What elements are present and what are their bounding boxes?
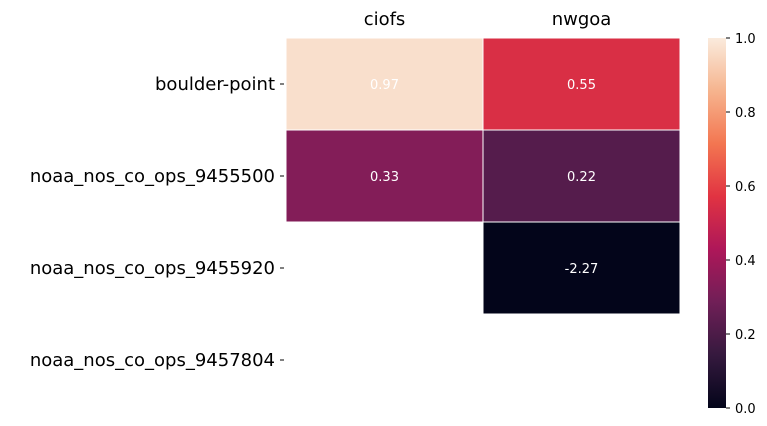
row-label: noaa_nos_co_ops_9455920: [30, 258, 275, 279]
heatmap-cell: [285, 37, 484, 131]
column-labels: ciofs nwgoa: [364, 9, 612, 30]
column-label: ciofs: [364, 9, 406, 30]
heatmap-cell: [285, 129, 484, 223]
row-labels: boulder-point noaa_nos_co_ops_9455500noaa…: [30, 74, 284, 371]
cell-value-label: 0.22: [567, 170, 596, 185]
row-label: noaa_nos_co_ops_9457804: [30, 350, 275, 371]
heatmap-cell: [482, 129, 681, 223]
colorbar-tick-label: 1.0: [735, 32, 756, 47]
row-label: noaa_nos_co_ops_9455500: [30, 166, 275, 187]
column-label: nwgoa: [552, 9, 612, 30]
heatmap-cell: [482, 37, 681, 131]
colorbar-gradient: [708, 38, 726, 408]
colorbar-tick-label: 0.8: [735, 106, 756, 121]
colorbar-tick-label: 0.2: [735, 328, 756, 343]
colorbar-tick-label: 0.6: [735, 180, 756, 195]
cell-value-label: 0.55: [567, 78, 596, 93]
colorbar-tick-label: 0.0: [735, 402, 756, 417]
heatmap-cell: [482, 221, 681, 315]
cell-value-label: 0.97: [370, 78, 399, 93]
cell-value-label: -2.27: [565, 262, 599, 277]
heatmap-cells: 0.97 0.55 0.33 0.22 -2.27: [285, 37, 681, 315]
colorbar: 0.0 0.2 0.4 0.6 0.8 1.0: [708, 32, 756, 417]
cell-value-label: 0.33: [370, 170, 399, 185]
row-label: boulder-point: [155, 74, 275, 95]
colorbar-tick-label: 0.4: [735, 254, 756, 269]
